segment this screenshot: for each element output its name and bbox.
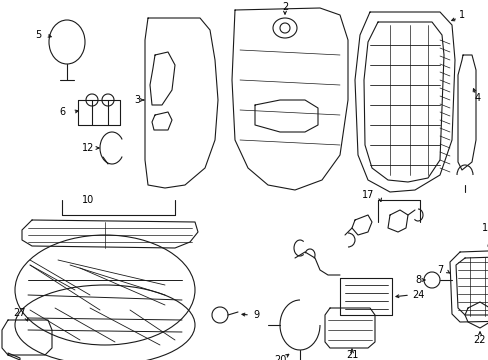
Text: 27: 27 xyxy=(14,308,26,318)
Text: 15: 15 xyxy=(481,223,488,233)
Text: 10: 10 xyxy=(81,195,94,205)
Text: 22: 22 xyxy=(473,335,485,345)
Text: 21: 21 xyxy=(345,350,357,360)
Text: 20: 20 xyxy=(273,355,285,360)
Text: 4: 4 xyxy=(474,93,480,103)
Text: 1: 1 xyxy=(458,10,464,20)
Text: 24: 24 xyxy=(411,290,423,300)
Text: 2: 2 xyxy=(281,2,287,12)
Text: 17: 17 xyxy=(361,190,373,200)
Text: 6: 6 xyxy=(59,107,65,117)
Text: 7: 7 xyxy=(436,265,442,275)
Text: 12: 12 xyxy=(81,143,94,153)
Text: 3: 3 xyxy=(134,95,140,105)
Text: 8: 8 xyxy=(414,275,420,285)
Text: 5: 5 xyxy=(35,30,41,40)
Text: 9: 9 xyxy=(252,310,259,320)
